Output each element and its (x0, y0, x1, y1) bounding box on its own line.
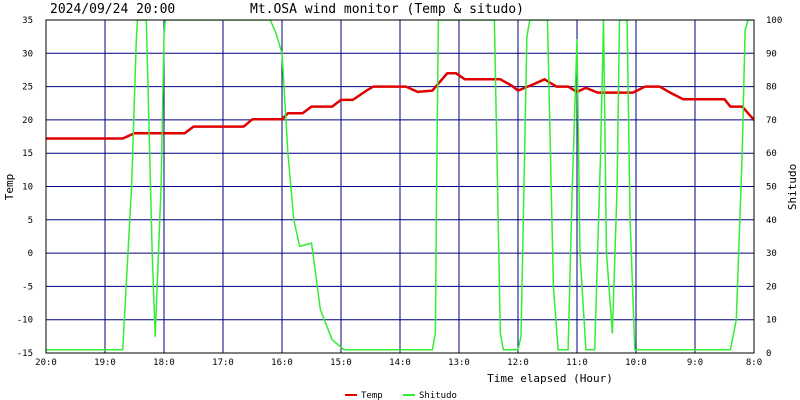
chart-title: Mt.OSA wind monitor (Temp & situdo) (250, 2, 524, 17)
y-right-tick-label: 70 (766, 116, 777, 126)
x-tick-label: 9:0 (687, 358, 703, 368)
y-right-tick-label: 20 (766, 282, 777, 292)
y-left-tick-label: 20 (22, 116, 33, 126)
series-line-shitudo (46, 20, 754, 351)
series-lines (46, 20, 754, 351)
x-tick-label: 12:0 (507, 358, 529, 368)
x-tick-label: 15:0 (330, 358, 352, 368)
y-right-tick-label: 30 (766, 249, 777, 259)
y-right-tick-label: 10 (766, 316, 777, 326)
y-right-tick-label: 60 (766, 149, 777, 159)
plot-frame (45, 19, 755, 354)
x-tick-label: 10:0 (625, 358, 647, 368)
y-right-tick-label: 90 (766, 49, 777, 59)
legend: Temp Shitudo (345, 391, 457, 400)
y-left-tick-label: 0 (28, 249, 33, 259)
tick-labels: 20:0 19:0 18:0 17:0 16:0 15:0 14:0 13:0 12:0 11:0… (17, 16, 783, 368)
x-tick-label: 14:0 (389, 358, 411, 368)
x-tick-label: 18:0 (153, 358, 175, 368)
y-right-tick-label: 50 (766, 183, 777, 193)
legend-label-shitudo: Shitudo (419, 391, 457, 400)
y-left-tick-label: 5 (28, 216, 33, 226)
series-line-temp (46, 72, 754, 140)
y-left-tick-label: -10 (17, 316, 33, 326)
y-left-tick-label: 35 (22, 16, 33, 26)
y-left-tick-label: -5 (22, 282, 33, 292)
y-left-tick-label: 30 (22, 49, 33, 59)
y-axis-label-right: Shitudo (786, 164, 799, 210)
y-left-tick-label: 25 (22, 83, 33, 93)
x-tick-label: 19:0 (94, 358, 116, 368)
y-right-tick-label: 100 (766, 16, 782, 26)
x-tick-label: 17:0 (212, 358, 234, 368)
x-tick-label: 16:0 (271, 358, 293, 368)
x-tick-label: 20:0 (35, 358, 57, 368)
y-right-tick-label: 40 (766, 216, 777, 226)
chart-datetime: 2024/09/24 20:00 (50, 2, 175, 17)
grid (45, 19, 755, 354)
y-left-tick-label: -15 (17, 349, 33, 359)
y-right-tick-label: 80 (766, 83, 777, 93)
x-axis-label: Time elapsed (Hour) (487, 372, 613, 385)
x-tick-label: 13:0 (448, 358, 470, 368)
y-axis-label-left: Temp (3, 174, 16, 201)
x-tick-label: 8:0 (746, 358, 762, 368)
y-left-tick-label: 15 (22, 149, 33, 159)
x-tick-label: 11:0 (566, 358, 588, 368)
y-left-tick-label: 10 (22, 183, 33, 193)
y-right-tick-label: 0 (766, 349, 771, 359)
legend-label-temp: Temp (361, 391, 383, 400)
